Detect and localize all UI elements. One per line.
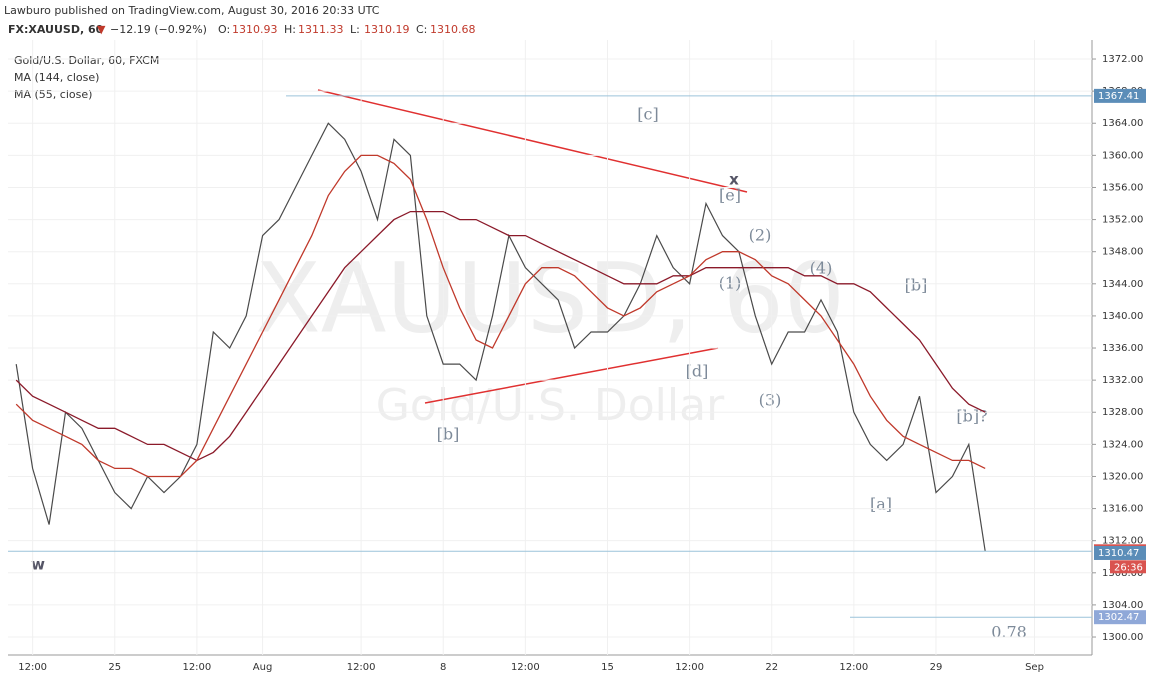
annotation: (2) — [749, 226, 772, 245]
x-tick-label: 22 — [765, 662, 778, 673]
series-line — [15, 154, 986, 478]
countdown: 26:36 — [1114, 562, 1143, 573]
change: −12.19 (−0.92%) — [110, 23, 207, 36]
y-tick-label: 1332.00 — [1102, 375, 1143, 386]
y-tick-label: 1348.00 — [1102, 247, 1143, 258]
x-tick-label: 25 — [108, 662, 121, 673]
annotation: [d] — [686, 362, 709, 381]
annotation: [e] — [719, 186, 741, 205]
y-tick-label: 1316.00 — [1102, 504, 1143, 515]
ohlc: O: 1310.93 H: 1311.33 L: 1310.19 C: 1310.68 — [218, 23, 476, 36]
annotation: 0.78 — [991, 623, 1027, 642]
y-tick-label: 1312.00 — [1102, 536, 1143, 547]
ohlc-value: 1310.19 — [364, 23, 410, 36]
annotation: (3) — [759, 391, 782, 410]
y-tick-label: 1328.00 — [1102, 407, 1143, 418]
x-tick-label: Aug — [253, 662, 273, 673]
legend-main: Gold/U.S. Dollar, 60, FXCM — [14, 54, 159, 67]
change-arrow: ▼ — [97, 23, 106, 36]
legend-ma55: MA (55, close) — [14, 88, 92, 101]
y-tick-label: 1320.00 — [1102, 471, 1143, 482]
price-marker-label: 1302.47 — [1098, 612, 1139, 623]
countdown-box — [1110, 560, 1146, 574]
y-tick-label: 1304.00 — [1102, 600, 1143, 611]
legend-ma144: MA (144, close) — [14, 71, 99, 84]
y-tick-label: 1324.00 — [1102, 439, 1143, 450]
x-tick-label: 12:00 — [18, 662, 47, 673]
y-tick-label: 1360.00 — [1102, 150, 1143, 161]
x-tick-label: 12:00 — [839, 662, 868, 673]
annotation: [b]? — [956, 407, 987, 426]
y-tick-label: 1352.00 — [1102, 215, 1143, 226]
price-marker-label: 1310.47 — [1098, 548, 1139, 559]
series-line — [15, 210, 986, 462]
annotation: [b] — [905, 276, 928, 295]
x-tick-label: Sep — [1025, 662, 1044, 673]
ohlc-label: H: — [284, 23, 296, 36]
price-marker-label: 1367.41 — [1098, 91, 1139, 102]
publisher: Lawburo published on TradingView.com, Au… — [4, 4, 380, 17]
watermark-symbol: XAUUSD, 60 — [255, 242, 845, 354]
y-tick-label: 1364.00 — [1102, 118, 1143, 129]
trend-line-lower — [424, 347, 719, 404]
series-line — [15, 122, 986, 552]
price-marker — [1094, 610, 1146, 625]
ohlc-value: 1310.93 — [232, 23, 278, 36]
y-tick-label: 1336.00 — [1102, 343, 1143, 354]
x-tick-label: 12:00 — [675, 662, 704, 673]
price-marker — [1094, 88, 1146, 103]
x-tick-label: 15 — [601, 662, 614, 673]
annotation: (4) — [810, 259, 833, 278]
ohlc-label: L: — [350, 23, 360, 36]
symbol: FX:XAUUSD, 60 — [8, 23, 104, 36]
price-marker — [1094, 545, 1146, 560]
trend-line-upper — [317, 89, 748, 193]
ohlc-value: 1311.33 — [298, 23, 344, 36]
x-tick-label: 12:00 — [511, 662, 540, 673]
annotation: [c] — [637, 105, 658, 124]
y-tick-label: 1340.00 — [1102, 311, 1143, 322]
annotation: [b] — [437, 425, 460, 444]
ohlc-label: O: — [218, 23, 230, 36]
y-tick-label: 1300.00 — [1102, 632, 1143, 643]
watermark-name: Gold/U.S. Dollar — [376, 380, 725, 431]
x-tick-label: 8 — [440, 662, 446, 673]
x-tick-label: 29 — [930, 662, 943, 673]
y-tick-label: 1356.00 — [1102, 182, 1143, 193]
y-tick-label: 1372.00 — [1102, 54, 1143, 65]
annotation: w — [31, 556, 45, 574]
annotation: [a] — [870, 495, 892, 514]
x-tick-label: 12:00 — [347, 662, 376, 673]
y-tick-label: 1308.00 — [1102, 568, 1143, 579]
y-tick-label: 1344.00 — [1102, 279, 1143, 290]
x-tick-label: 12:00 — [182, 662, 211, 673]
ohlc-value: 1310.68 — [430, 23, 476, 36]
ohlc-label: C: — [416, 23, 427, 36]
annotation: (1) — [719, 274, 742, 293]
annotation: x — [729, 171, 739, 189]
